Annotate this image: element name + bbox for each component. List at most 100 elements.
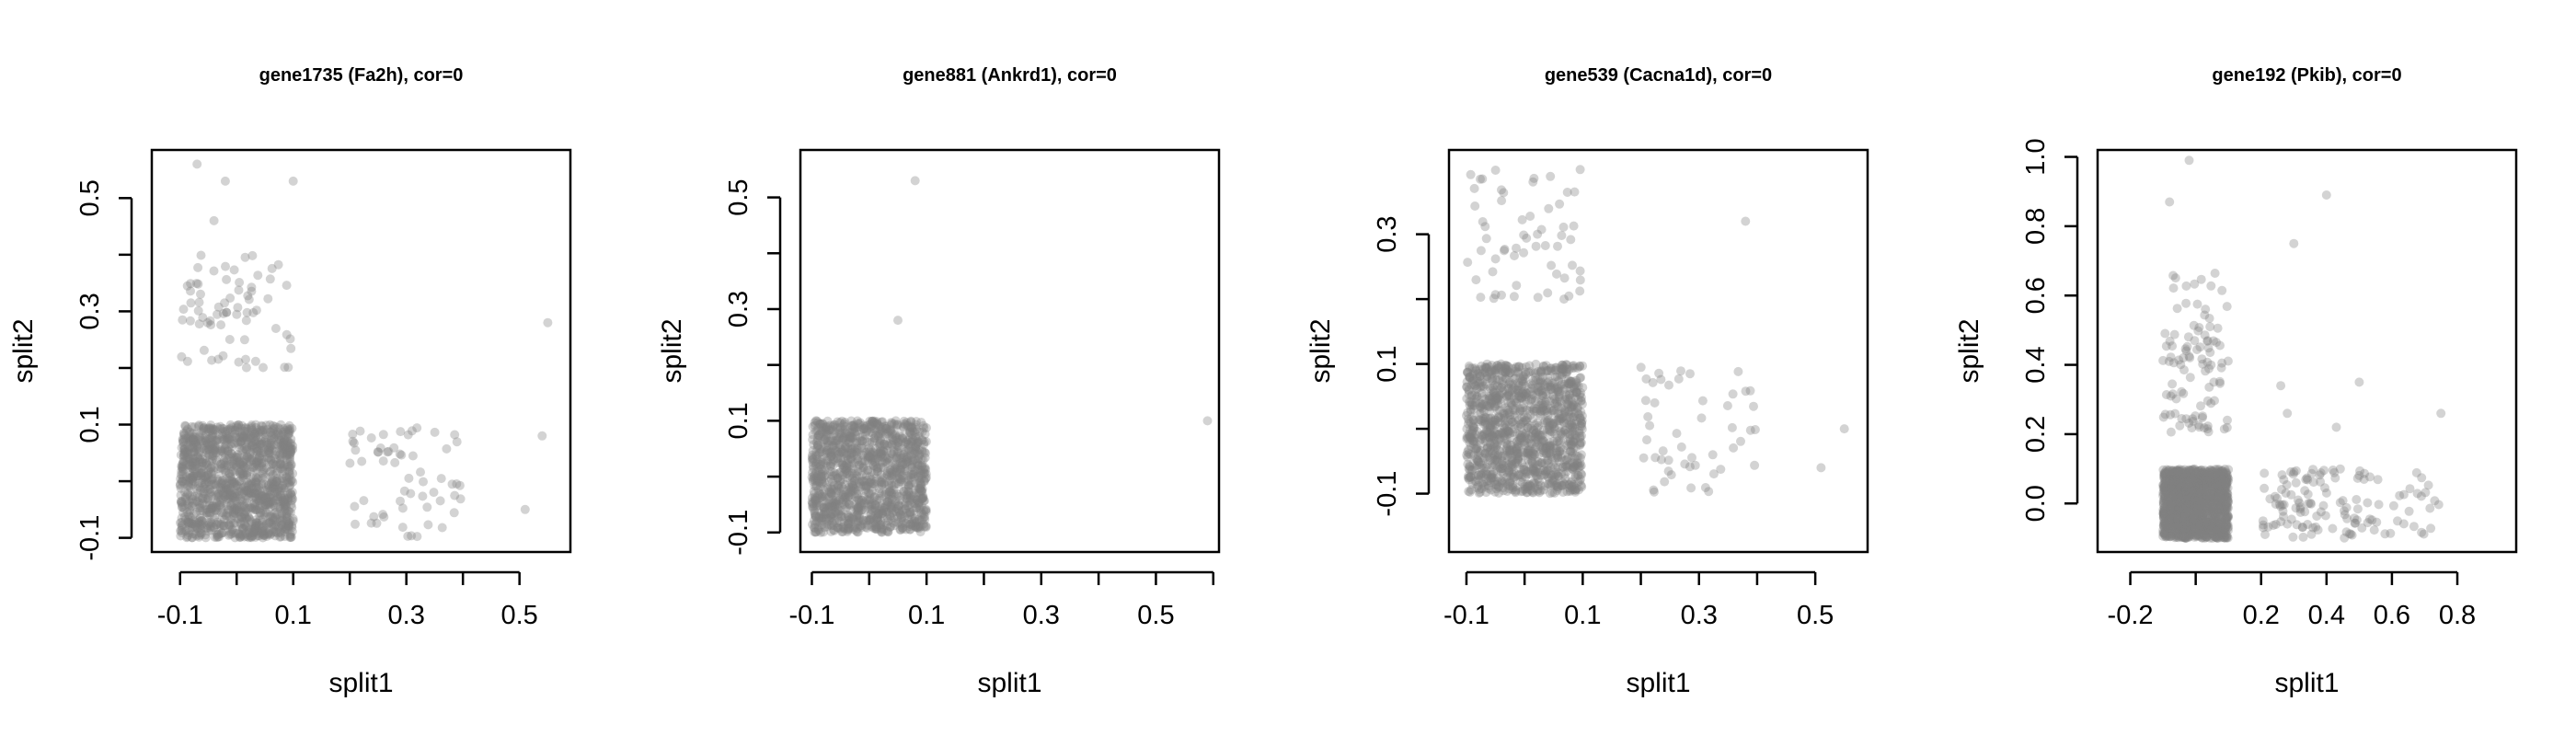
data-point bbox=[233, 422, 243, 432]
data-point bbox=[843, 459, 853, 469]
data-point bbox=[898, 516, 908, 526]
data-point bbox=[2195, 473, 2205, 483]
data-point bbox=[233, 513, 243, 523]
data-point bbox=[914, 484, 925, 494]
data-point bbox=[873, 510, 883, 520]
data-point bbox=[2169, 502, 2179, 512]
data-point bbox=[1472, 384, 1482, 394]
data-point bbox=[1489, 388, 1500, 397]
data-point bbox=[280, 526, 290, 536]
data-point bbox=[876, 470, 886, 480]
data-point bbox=[205, 508, 215, 518]
data-point bbox=[824, 501, 834, 512]
data-point bbox=[275, 527, 285, 537]
data-point bbox=[181, 453, 191, 463]
data-point bbox=[287, 523, 297, 533]
data-point bbox=[862, 523, 872, 533]
data-point bbox=[1556, 427, 1566, 437]
data-point bbox=[1472, 443, 1482, 453]
data-point bbox=[1476, 246, 1486, 256]
data-point bbox=[219, 478, 229, 488]
data-point bbox=[1556, 380, 1566, 390]
data-point bbox=[852, 511, 862, 521]
data-point bbox=[209, 478, 219, 489]
data-point bbox=[242, 307, 252, 317]
data-point bbox=[908, 469, 918, 479]
data-point bbox=[193, 518, 203, 528]
data-point bbox=[884, 471, 894, 481]
data-point bbox=[2181, 521, 2191, 531]
data-point bbox=[1479, 400, 1489, 410]
data-point bbox=[2170, 513, 2180, 523]
data-point bbox=[915, 466, 926, 476]
data-point bbox=[1519, 465, 1529, 475]
data-point bbox=[178, 441, 189, 451]
data-point bbox=[1542, 442, 1552, 452]
data-point bbox=[2191, 495, 2201, 505]
data-point bbox=[844, 519, 854, 529]
data-point bbox=[809, 523, 819, 533]
data-point bbox=[1510, 458, 1520, 468]
data-point bbox=[819, 435, 829, 445]
data-point bbox=[1480, 222, 1490, 232]
data-point bbox=[237, 496, 247, 505]
data-point bbox=[193, 471, 203, 481]
data-point bbox=[1475, 448, 1485, 458]
data-point bbox=[268, 513, 278, 523]
data-point bbox=[285, 447, 295, 457]
data-point bbox=[2205, 505, 2214, 515]
data-point bbox=[225, 475, 236, 485]
data-point bbox=[903, 480, 914, 490]
data-point bbox=[270, 482, 280, 492]
data-point bbox=[1645, 420, 1655, 431]
data-point bbox=[1556, 453, 1566, 463]
data-point bbox=[204, 444, 214, 454]
data-point bbox=[1474, 485, 1484, 494]
data-point bbox=[251, 504, 261, 514]
data-point bbox=[261, 492, 270, 502]
data-point bbox=[1577, 416, 1587, 426]
data-point bbox=[813, 490, 823, 500]
data-point bbox=[188, 471, 198, 481]
data-point bbox=[192, 452, 202, 462]
data-point bbox=[903, 471, 913, 481]
data-point bbox=[276, 431, 286, 441]
data-point bbox=[1525, 446, 1535, 456]
data-point bbox=[1468, 415, 1478, 425]
data-point bbox=[837, 527, 847, 537]
data-point bbox=[278, 448, 288, 458]
data-point bbox=[894, 506, 904, 516]
data-point bbox=[882, 469, 892, 479]
data-point bbox=[225, 529, 236, 539]
data-point bbox=[271, 527, 282, 537]
data-point bbox=[1512, 444, 1522, 454]
data-point bbox=[2207, 500, 2217, 511]
data-point bbox=[809, 440, 819, 450]
data-point bbox=[1554, 376, 1564, 385]
data-point bbox=[279, 483, 289, 493]
data-point bbox=[288, 516, 298, 526]
data-point bbox=[278, 464, 288, 474]
data-point bbox=[1541, 395, 1551, 405]
data-point bbox=[1505, 481, 1515, 491]
data-point bbox=[270, 421, 281, 431]
data-point bbox=[207, 475, 217, 485]
data-point bbox=[1515, 477, 1525, 487]
data-point bbox=[177, 498, 187, 507]
data-point bbox=[281, 444, 291, 454]
data-point bbox=[919, 447, 929, 457]
data-point bbox=[247, 503, 257, 513]
data-point bbox=[2220, 491, 2230, 501]
data-point bbox=[255, 439, 265, 449]
data-point bbox=[2162, 467, 2172, 477]
data-point bbox=[1552, 383, 1562, 393]
data-point bbox=[1475, 378, 1485, 388]
data-point bbox=[916, 445, 926, 455]
data-point bbox=[1471, 454, 1481, 464]
data-point bbox=[264, 527, 274, 536]
data-point bbox=[2198, 512, 2207, 522]
data-point bbox=[844, 434, 854, 444]
data-point bbox=[1474, 417, 1483, 427]
data-point bbox=[2203, 507, 2214, 517]
data-point bbox=[826, 466, 836, 477]
